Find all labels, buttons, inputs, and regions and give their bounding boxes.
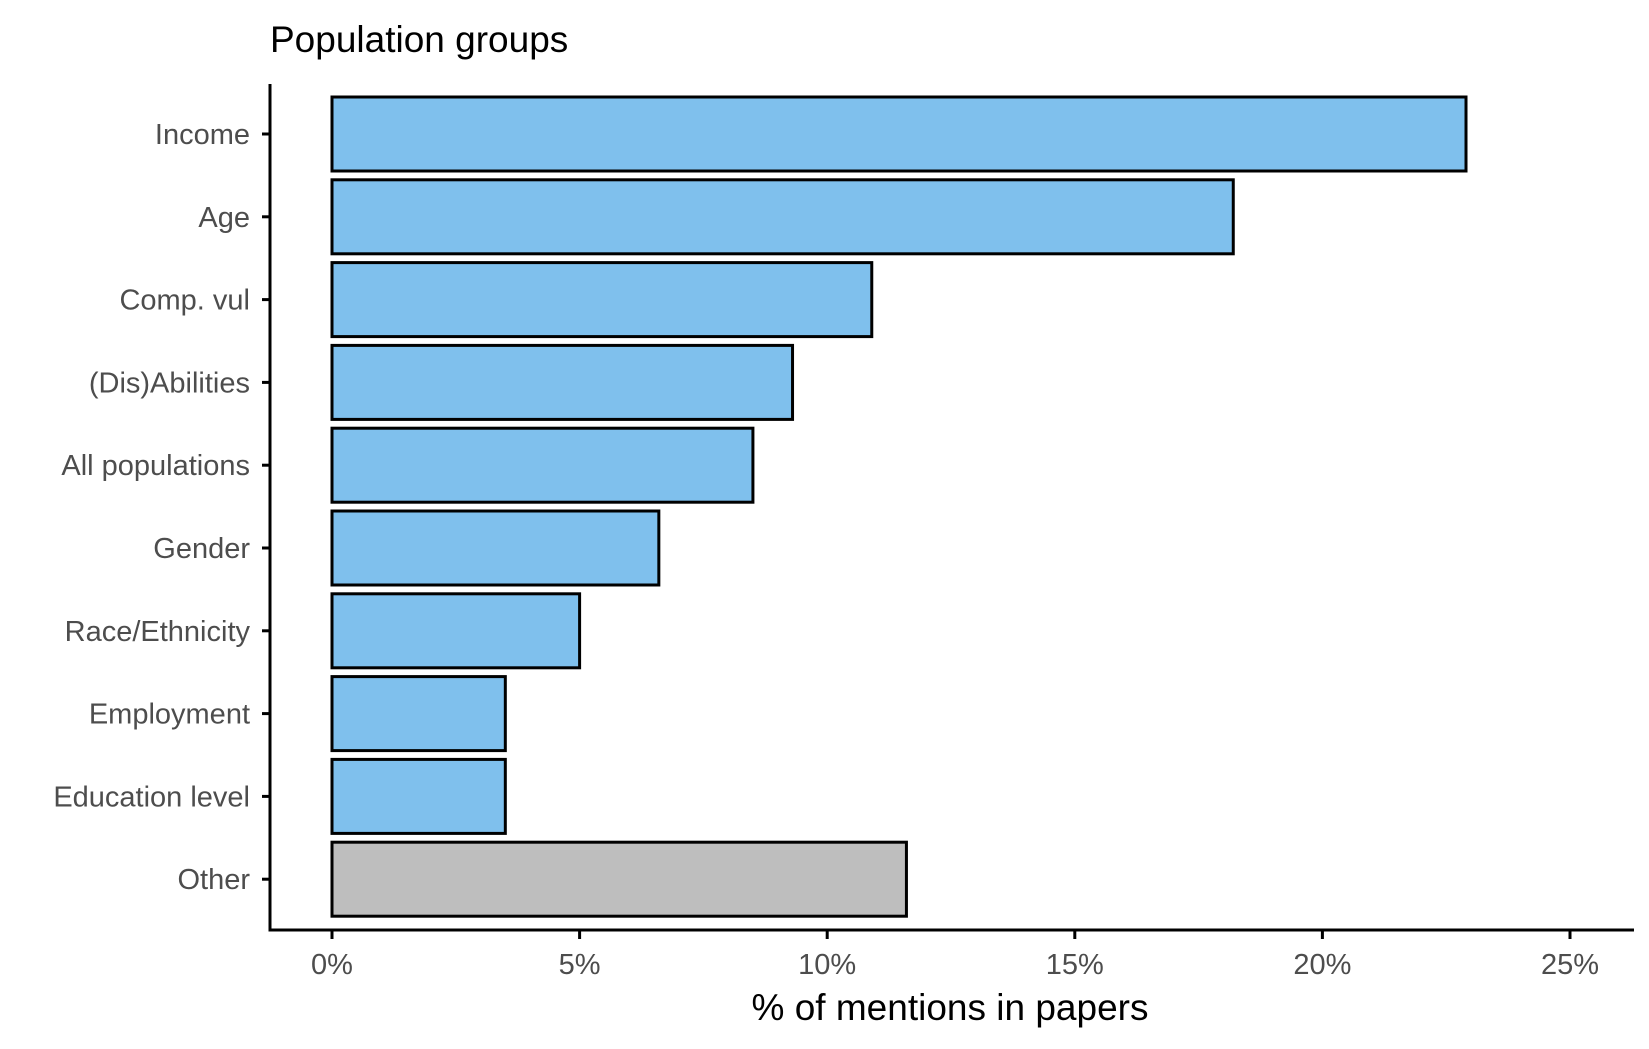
x-tick-label: 15% <box>1046 949 1104 981</box>
y-tick-label: (Dis)Abilities <box>89 367 250 399</box>
bar-gender <box>330 509 661 587</box>
y-tick-label: Comp. vul <box>119 285 250 317</box>
bar-comp-vul <box>330 261 874 339</box>
bar-race-ethnicity <box>330 592 582 670</box>
y-tick-label: All populations <box>61 450 250 482</box>
x-tick-label: 5% <box>559 949 601 981</box>
bar-all-populations <box>330 426 755 504</box>
y-tick-label: Race/Ethnicity <box>65 616 251 648</box>
chart-title: Population groups <box>270 19 568 60</box>
bar-dis-abilities <box>330 343 795 421</box>
x-tick-label: 25% <box>1541 949 1599 981</box>
x-tick-label: 10% <box>798 949 856 981</box>
x-axis: 0% 5% 10% 15% 20% 25% <box>268 928 1634 981</box>
x-axis-title: % of mentions in papers <box>752 987 1149 1028</box>
bar-employment <box>330 675 507 753</box>
bars-group <box>330 95 1468 918</box>
bar-education-level <box>330 757 507 835</box>
y-tick-label: Education level <box>53 781 250 813</box>
bar-income <box>330 95 1468 173</box>
y-tick-label: Gender <box>153 533 250 565</box>
y-tick-label: Age <box>198 202 250 234</box>
bar-other <box>330 840 908 918</box>
x-tick-label: 0% <box>311 949 353 981</box>
x-tick-label: 20% <box>1293 949 1351 981</box>
y-tick-label: Employment <box>89 699 250 731</box>
y-axis: Income Age Comp. vul (Dis)Abilities All popu… <box>53 84 272 932</box>
bar-age <box>330 178 1235 256</box>
y-tick-label: Income <box>155 119 250 151</box>
y-tick-label: Other <box>177 864 250 896</box>
